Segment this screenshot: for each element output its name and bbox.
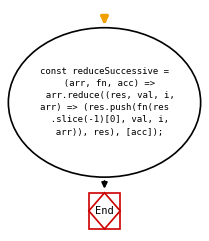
Text: const reduceSuccessive =
  (arr, fn, acc) =>
  arr.reduce((res, val, i,
arr) => : const reduceSuccessive = (arr, fn, acc) … (35, 67, 174, 137)
Text: End: End (95, 206, 114, 216)
Ellipse shape (8, 28, 201, 177)
Polygon shape (89, 193, 120, 229)
